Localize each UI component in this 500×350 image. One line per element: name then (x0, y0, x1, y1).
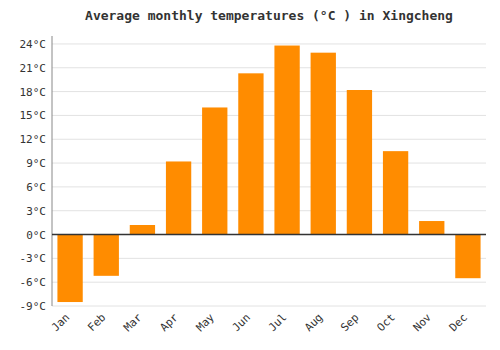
x-tick-label: Aug (302, 311, 325, 334)
bar (274, 46, 299, 235)
x-tick-label: Jul (266, 311, 289, 334)
grid-line (52, 115, 486, 116)
zero-line (52, 234, 486, 236)
y-tick-label: -3°C (20, 252, 47, 265)
y-tick-label: 3°C (26, 205, 46, 218)
grid-line (52, 67, 486, 68)
y-tick-label: -6°C (20, 276, 47, 289)
x-tick-label: Apr (157, 311, 181, 335)
x-tick-label: May (194, 311, 218, 335)
grid-line (52, 210, 486, 211)
bar (202, 107, 227, 234)
title: Average monthly temperatures (°C ) in Xi… (85, 8, 453, 23)
grid-line (52, 306, 486, 307)
y-tick-label: 15°C (20, 109, 47, 122)
bar (130, 225, 155, 235)
bar (347, 90, 372, 235)
x-tick-label: Oct (374, 311, 397, 334)
grid-line (52, 282, 486, 283)
bar (94, 235, 119, 276)
y-tick-label: 18°C (20, 86, 47, 99)
bar (419, 221, 444, 235)
grid-line (52, 91, 486, 92)
x-tick-label: Feb (85, 311, 108, 334)
chart-svg: Average monthly temperatures (°C ) in Xi… (0, 0, 500, 350)
grid-line (52, 43, 486, 44)
chart-container: Average monthly temperatures (°C ) in Xi… (0, 0, 500, 350)
y-tick-label: 12°C (20, 133, 47, 146)
y-tick-label: 9°C (26, 157, 46, 170)
y-tick-label: 6°C (26, 181, 46, 194)
x-tick-label: Jun (230, 311, 253, 334)
bar (166, 161, 191, 234)
grid-line (52, 186, 486, 187)
bar (455, 235, 480, 279)
grid-line (52, 139, 486, 140)
bars (57, 46, 480, 303)
y-axis-line (52, 36, 53, 306)
x-tick-label: Nov (411, 311, 435, 335)
grid-line (52, 234, 486, 235)
bar (238, 73, 263, 234)
bar (57, 235, 82, 303)
x-tick-label: Mar (121, 311, 145, 335)
x-tick-label: Jan (49, 311, 72, 334)
bar (311, 53, 336, 235)
x-tick-label: Dec (447, 311, 470, 334)
grid-line (52, 163, 486, 164)
x-tick-label: Sep (338, 311, 361, 334)
bar (383, 151, 408, 234)
y-tick-label: 0°C (26, 229, 46, 242)
y-tick-label: 21°C (20, 62, 47, 75)
grid (52, 44, 486, 306)
y-tick-label: -9°C (20, 300, 47, 313)
y-tick-label: 24°C (20, 38, 47, 51)
